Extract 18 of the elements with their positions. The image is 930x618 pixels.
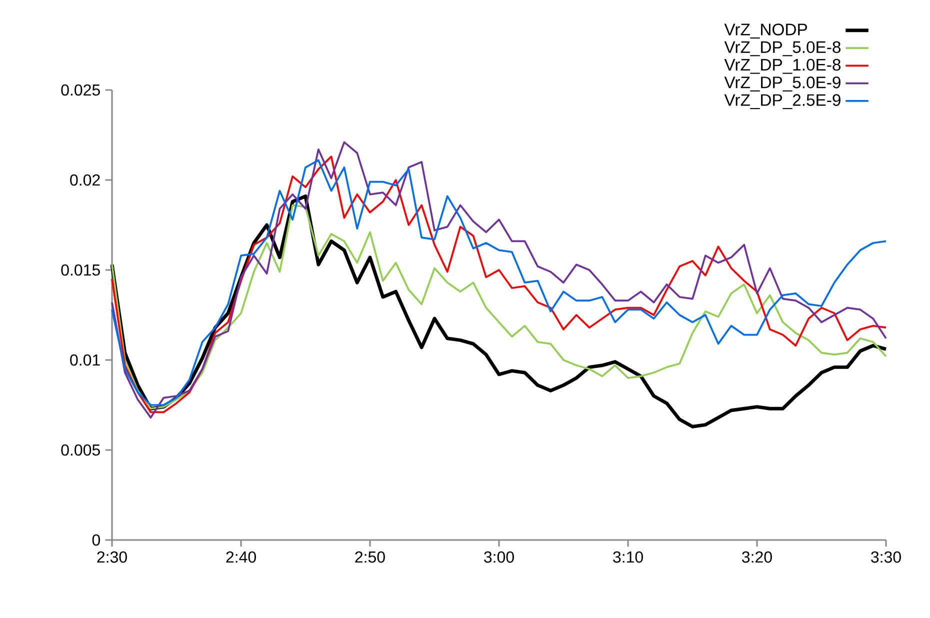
- y-tick-label: 0: [92, 534, 100, 546]
- x-tick-label: 2:30: [97, 551, 127, 563]
- x-tick-label: 3:00: [484, 551, 514, 563]
- legend-label: VrZ_DP_5.0E-9: [724, 76, 840, 92]
- y-tick-label: 0.005: [61, 444, 100, 456]
- y-tick-label: 0.01: [70, 354, 100, 366]
- legend-label: VrZ_DP_5.0E-8: [724, 41, 841, 56]
- x-tick-label: 3:10: [613, 551, 643, 563]
- y-tick-label: 0.015: [61, 264, 100, 276]
- y-tick-label: 0.02: [70, 174, 100, 186]
- x-tick-label: 3:20: [742, 551, 772, 563]
- x-tick-label: 3:30: [871, 551, 901, 563]
- x-tick-label: 2:40: [226, 551, 256, 563]
- x-tick-label: 2:50: [355, 551, 385, 563]
- legend-label: VrZ_DP_2.5E-9: [724, 94, 840, 110]
- legend-label: VrZ_DP_1.0E-8: [724, 58, 841, 74]
- legend-label: VrZ_NODP: [724, 24, 807, 39]
- y-tick-label: 0.025: [61, 84, 100, 96]
